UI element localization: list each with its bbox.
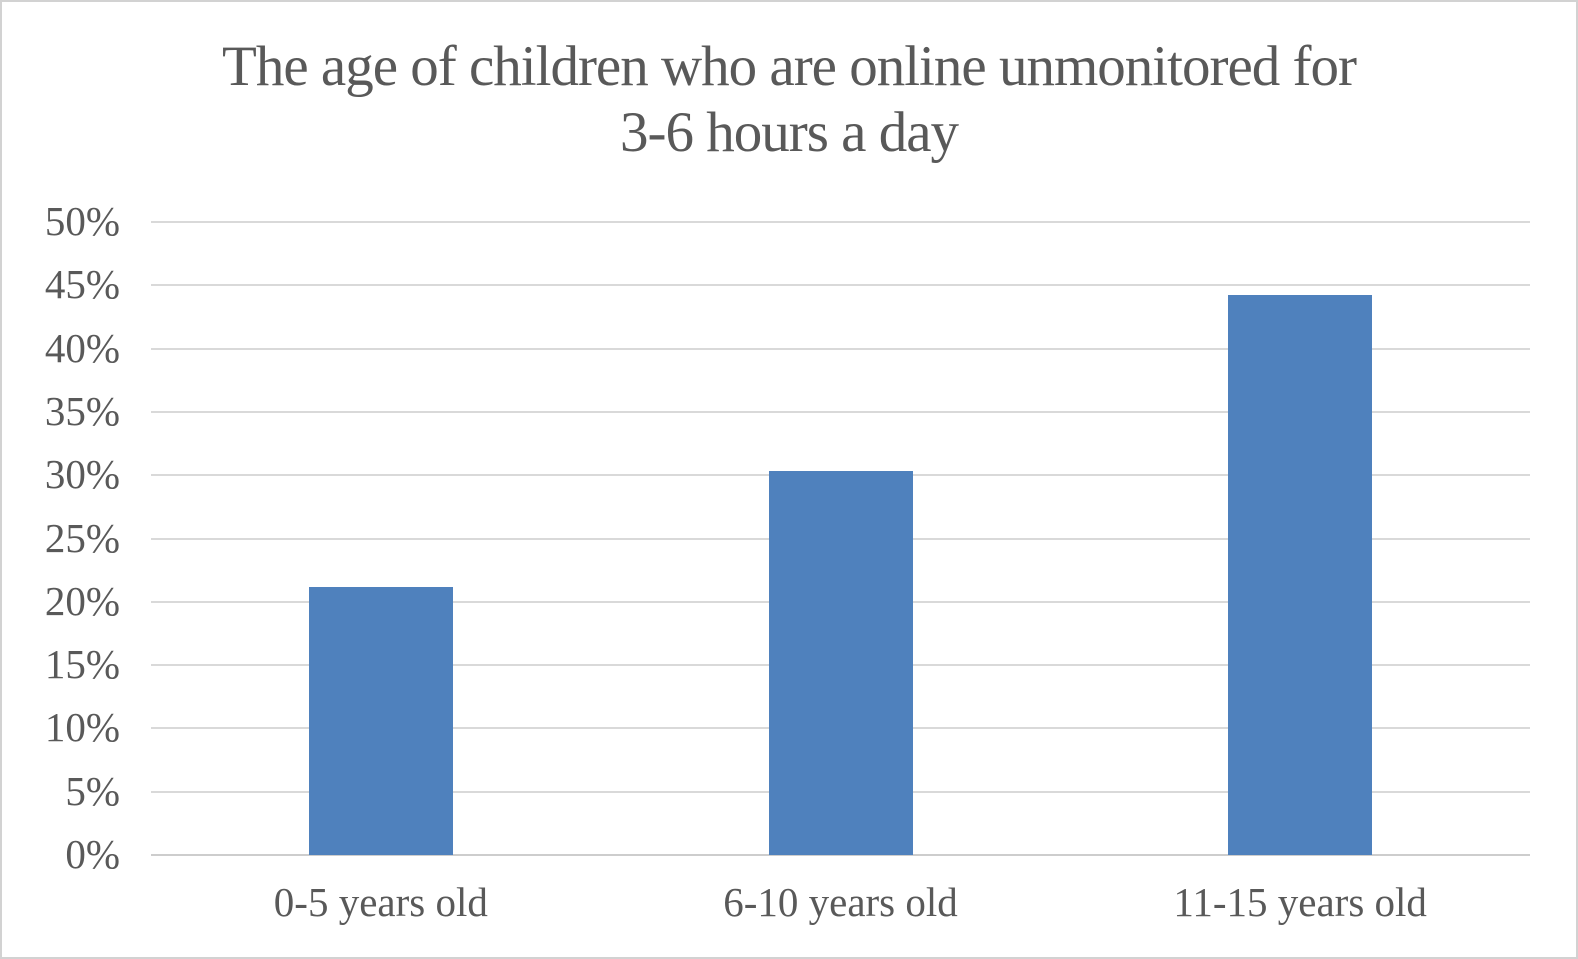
bar <box>1228 295 1372 855</box>
chart-title-line1: The age of children who are online unmon… <box>222 35 1357 98</box>
y-tick-label: 5% <box>65 767 120 814</box>
y-tick-label: 40% <box>44 324 120 371</box>
chart-title: The age of children who are online unmon… <box>2 34 1576 166</box>
gridline <box>151 221 1530 223</box>
chart-title-line2: 3-6 hours a day <box>620 101 959 164</box>
y-tick-label: 10% <box>44 704 120 751</box>
gridline <box>151 410 1530 413</box>
x-category-label: 6-10 years old <box>723 879 958 925</box>
y-tick-label: 25% <box>44 514 120 561</box>
y-tick-label: 45% <box>44 261 120 308</box>
y-tick-label: 35% <box>44 387 120 434</box>
gridline <box>151 284 1530 287</box>
x-axis-line <box>151 854 1530 856</box>
bar <box>309 587 453 855</box>
gridline <box>151 347 1530 350</box>
y-tick-label: 0% <box>65 831 120 877</box>
y-tick-label: 50% <box>44 198 120 244</box>
x-category-label: 0-5 years old <box>273 879 488 925</box>
y-tick-label: 15% <box>44 641 120 688</box>
y-tick-label: 30% <box>44 451 120 498</box>
y-tick-label: 20% <box>44 577 120 624</box>
bar <box>769 471 913 855</box>
x-category-label: 11-15 years old <box>1173 879 1427 925</box>
